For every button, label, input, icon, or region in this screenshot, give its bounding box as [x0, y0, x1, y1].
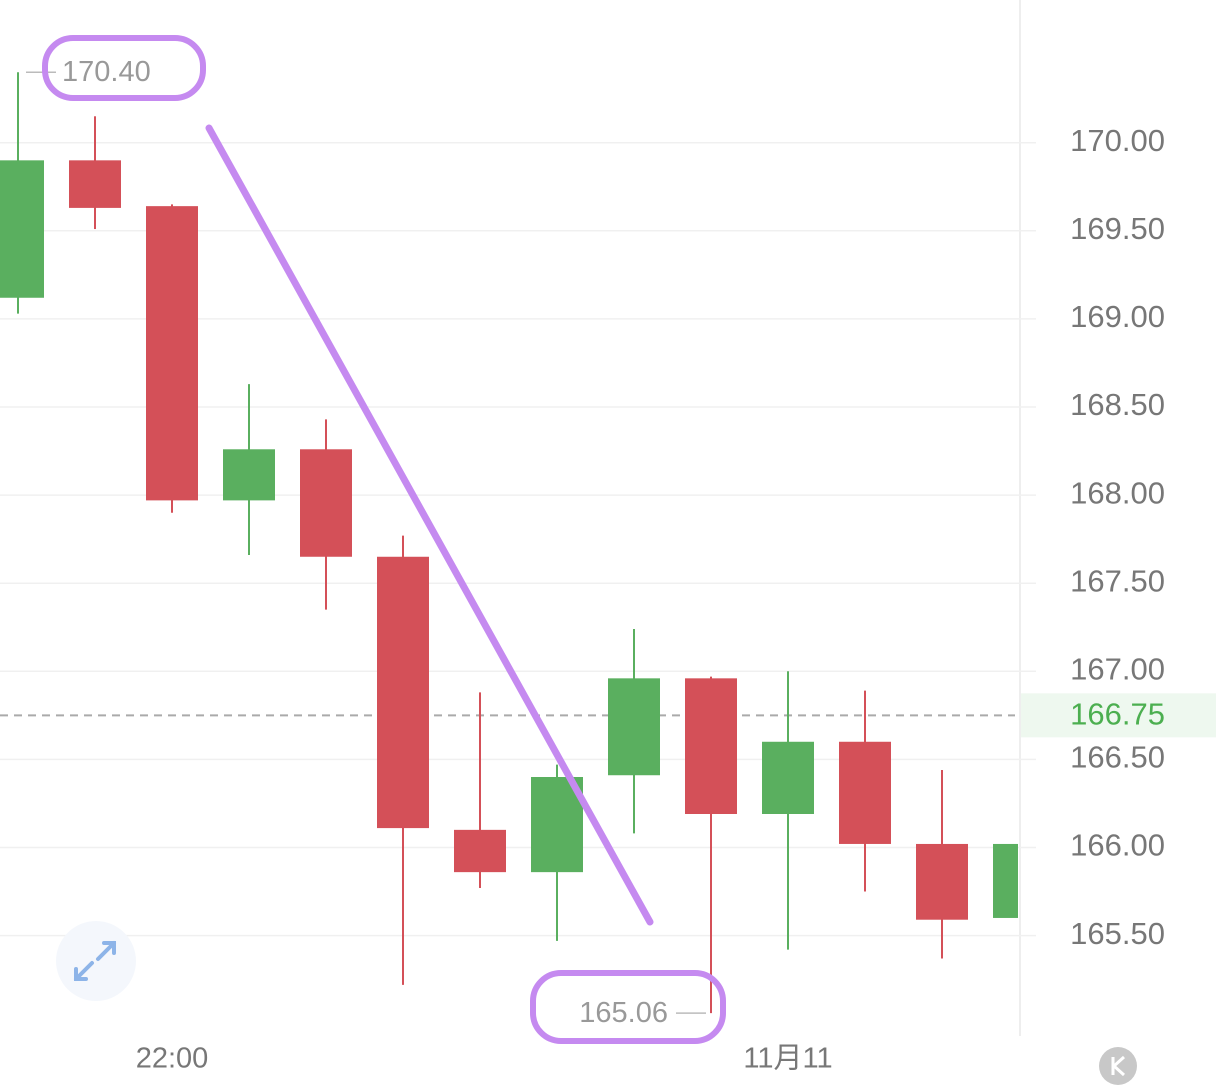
y-tick-label: 168.50 [1070, 387, 1165, 422]
y-tick-label: 165.50 [1070, 916, 1165, 951]
trend-line [205, 124, 654, 926]
y-tick-label: 168.00 [1070, 475, 1165, 510]
last-price-label: 166.75 [1070, 697, 1165, 732]
x-tick-label: 22:00 [136, 1043, 209, 1075]
candle-body [839, 741, 891, 844]
highlight-max [42, 35, 206, 101]
candle-body [69, 160, 121, 208]
candle-body [146, 206, 198, 501]
max-label: 170.40 [62, 56, 151, 88]
expand-bg [56, 921, 136, 1001]
y-tick-label: 169.00 [1070, 299, 1165, 334]
y-tick-label: 170.00 [1070, 123, 1165, 158]
y-tick-label: 166.00 [1070, 828, 1165, 863]
x-tick-label: 11月11 [743, 1043, 832, 1075]
candle-body [377, 556, 429, 829]
candle-body [300, 449, 352, 557]
y-tick-label: 167.00 [1070, 651, 1165, 686]
candle-body [0, 160, 44, 298]
candle-body [608, 678, 660, 776]
kline-button[interactable] [1099, 1047, 1137, 1085]
candle-body [223, 449, 275, 501]
kline-bg [1099, 1047, 1137, 1085]
y-tick-label: 169.50 [1070, 211, 1165, 246]
last-price-bg [1021, 693, 1216, 738]
candles [0, 72, 1018, 1014]
candle-body [762, 741, 814, 814]
y-tick-label: 166.50 [1070, 740, 1165, 775]
grid [0, 141, 1036, 937]
candle-body [916, 843, 968, 920]
expand-button[interactable] [56, 921, 136, 1001]
candle-body [454, 829, 506, 873]
highlight-min [530, 970, 726, 1044]
expand-icon [74, 941, 116, 981]
kline-icon [1111, 1055, 1126, 1077]
y-tick-label: 167.50 [1070, 563, 1165, 598]
min-label: 165.06 [579, 997, 668, 1029]
candle-body [685, 678, 737, 814]
candle-body [993, 843, 1018, 918]
labels: 165.50 166.00 166.50 167.00 167.50 168.00 168.… [26, 56, 1216, 1075]
